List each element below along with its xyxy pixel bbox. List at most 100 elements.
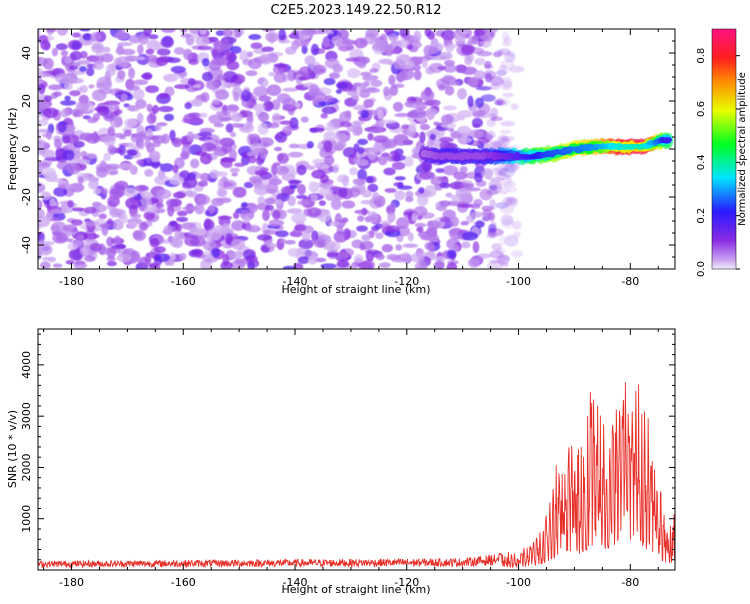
heatmap-cell [211,247,221,258]
heatmap-cell [486,134,493,140]
heatmap-cell [206,257,213,263]
heatmap-cell [241,202,248,208]
heatmap-cell [328,221,341,227]
heatmap-cell [424,241,435,251]
heatmap-cell [301,230,311,242]
heatmap-cell [203,219,215,232]
heatmap-cell [441,114,454,125]
heatmap-cell [52,232,68,244]
heatmap-cell [320,113,328,119]
heatmap-cell [49,198,56,208]
heatmap-cell [136,159,145,166]
heatmap-cell [181,145,191,157]
snr-y-axis: 1000 2000 3000 4000 [20,333,675,571]
heatmap-cell [202,240,217,251]
heatmap-cell [38,56,41,66]
heatmap-cell [361,234,371,242]
heatmap-cell [481,169,493,179]
heatmap-cell [316,163,329,169]
heatmap-cell [358,261,373,269]
heatmap-cell [73,140,85,148]
heatmap-cell [188,59,199,65]
heatmap-cell [420,89,435,102]
heatmap-cell [286,208,303,214]
heatmap-cell [372,146,386,153]
heatmap-cell [222,37,230,48]
heatmap-cell [117,162,134,170]
heatmap-cell [323,240,336,250]
heatmap-cell [281,173,296,181]
heatmap-cell [137,140,145,150]
heatmap-cell [141,196,153,207]
heatmap-cell [363,75,376,83]
heatmap-cell [455,187,472,199]
heatmap-cell [372,192,380,201]
x-tick-label: -160 [171,275,196,288]
heatmap-cell [352,178,366,186]
heatmap-cell [186,131,195,143]
heatmap-cell [498,64,507,71]
colorbar-tick-label: 0.2 [696,208,707,224]
heatmap-cell [256,234,272,241]
heatmap-cell [146,54,158,63]
heatmap-cell [360,200,372,205]
heatmap-cell [435,205,447,211]
heatmap-cell [436,43,444,52]
heatmap-cell [486,189,499,195]
heatmap-cell [394,176,406,181]
heatmap-cell [252,103,265,112]
heatmap-cell [143,211,156,220]
heatmap-cell [101,80,112,90]
heatmap-cell [434,255,446,263]
heatmap-cell [125,197,141,210]
heatmap-cell [490,116,503,122]
heatmap-cell [301,44,308,55]
heatmap-cell [187,78,196,86]
heatmap-cell [457,203,474,208]
heatmap-cell [152,104,159,114]
heatmap-cell [394,112,410,118]
heatmap-cell [416,226,424,233]
heatmap-cell [306,165,316,170]
heatmap-cell [394,190,406,201]
heatmap-cell [462,231,478,241]
heatmap-cell [229,46,242,54]
heatmap-cell [127,149,138,156]
heatmap-cell [78,66,87,72]
heatmap-cell [439,52,453,60]
heatmap-cell [461,66,478,76]
heatmap-cell [156,48,171,56]
heatmap-cell [40,191,52,201]
heatmap-cell [128,221,138,228]
heatmap-cell [109,65,116,77]
heatmap-cell [52,263,63,268]
colorbar-tick-label: 0.0 [696,261,707,277]
heatmap-cell [109,189,123,200]
heatmap-cell [509,65,525,73]
heatmap-cell [292,262,304,269]
heatmap-cell [209,169,220,179]
heatmap-cell [288,143,300,149]
heatmap-cell [149,263,161,269]
heatmap-cell [70,78,84,84]
heatmap-cell [500,129,512,135]
heatmap-cell [474,97,484,109]
heatmap-cell [121,48,136,56]
heatmap-cell [198,180,208,187]
heatmap-cell [409,121,417,133]
heatmap-cell [488,223,497,234]
heatmap-cell [71,41,82,50]
heatmap-cell [279,238,286,245]
heatmap-cell [381,244,393,253]
heatmap-cell [363,98,374,108]
heatmap-cell [318,211,332,223]
heatmap-cell [354,209,370,215]
heatmap-cell [499,205,515,214]
heatmap-cell [103,152,111,162]
heatmap-cell [489,250,504,259]
heatmap-cell [178,252,187,261]
heatmap-cell [437,65,447,71]
heatmap-cell [180,29,188,33]
heatmap-cell [229,131,237,138]
heatmap-cell [53,91,62,97]
